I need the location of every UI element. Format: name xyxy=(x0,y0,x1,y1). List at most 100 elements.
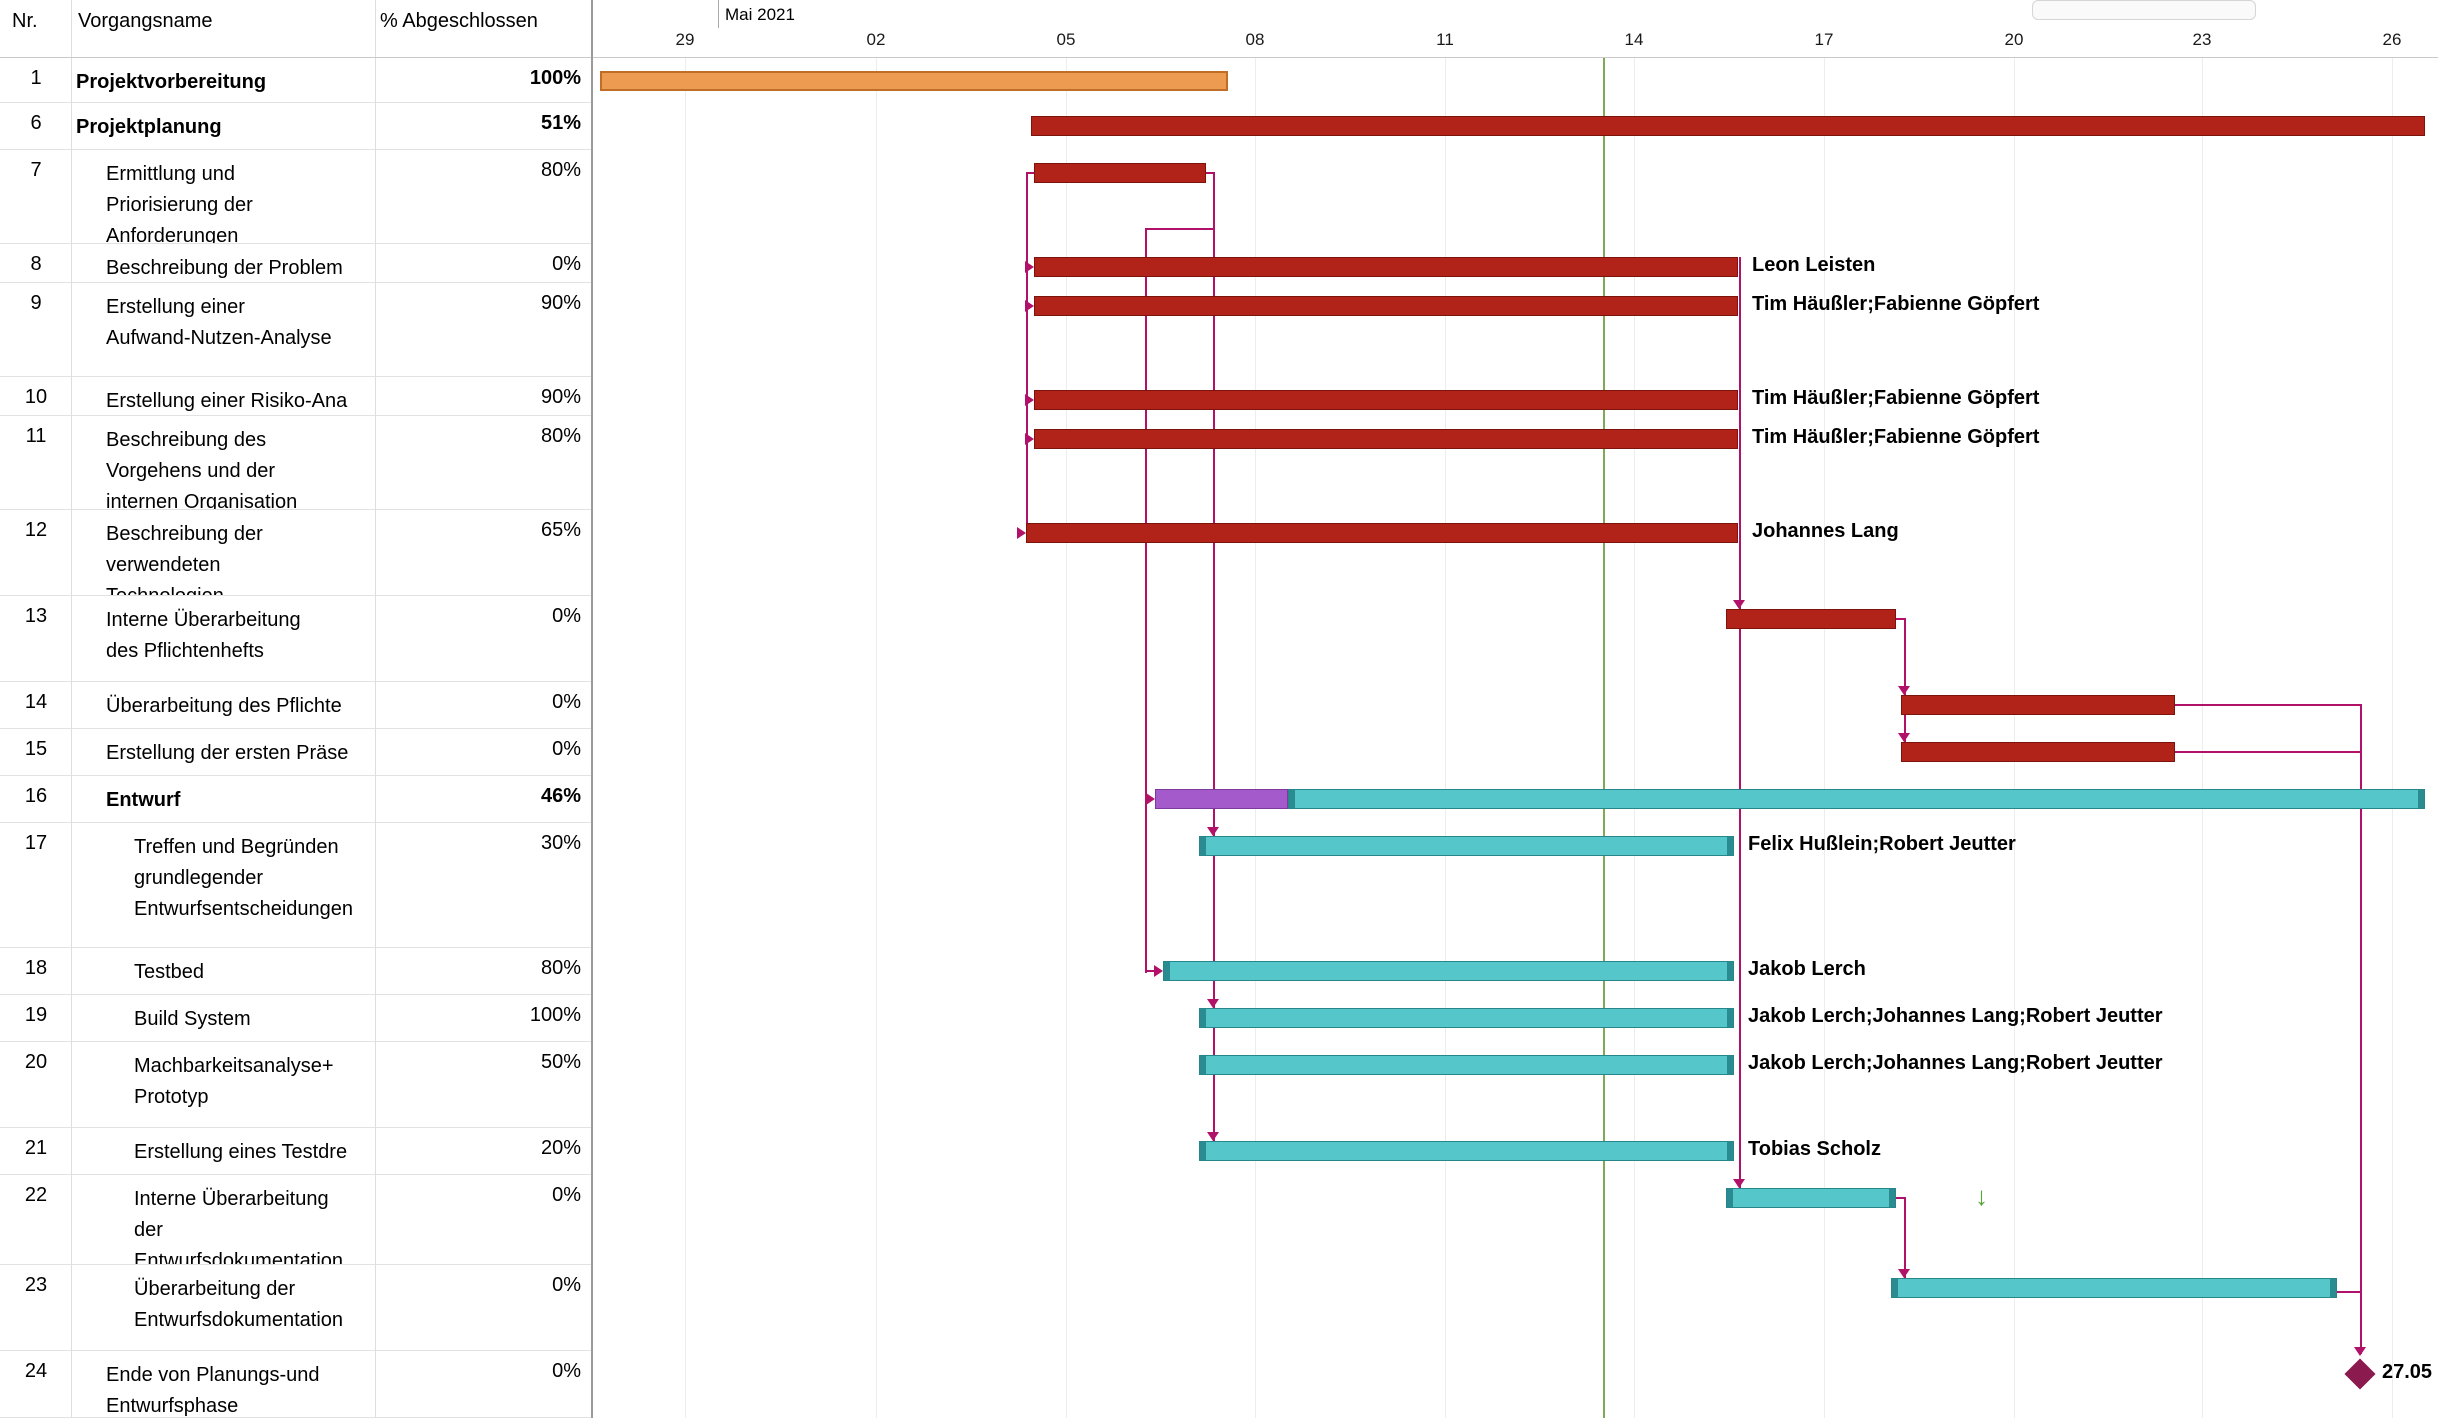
task-pct-cell[interactable]: 100% xyxy=(529,67,581,89)
task-pct-cell[interactable]: 0% xyxy=(552,1184,581,1206)
task-name-cell[interactable]: Überarbeitung der Entwurfsdokumentation xyxy=(134,1278,344,1331)
task-id-cell[interactable]: 6 xyxy=(30,112,42,134)
task-id-cell[interactable]: 21 xyxy=(24,1137,48,1159)
gantt-bar[interactable] xyxy=(1901,695,2175,715)
dependency-arrowhead-icon xyxy=(1025,433,1034,445)
task-id-cell[interactable]: 18 xyxy=(24,957,48,979)
task-id-cell[interactable]: 24 xyxy=(24,1360,48,1382)
task-name-cell[interactable]: Machbarkeitsanalyse+ Prototyp xyxy=(134,1055,334,1108)
task-name-cell[interactable]: Projektplanung xyxy=(76,116,222,138)
gantt-bar[interactable] xyxy=(1155,789,1288,809)
task-pct-cell[interactable]: 65% xyxy=(540,519,581,541)
task-name-cell[interactable]: Erstellung der ersten Präse xyxy=(106,742,349,764)
task-pct-cell[interactable]: 0% xyxy=(552,691,581,713)
task-id-cell[interactable]: 1 xyxy=(30,67,42,89)
table-chart-splitter[interactable] xyxy=(591,0,593,1418)
task-id-cell[interactable]: 20 xyxy=(24,1051,48,1073)
task-name-cell[interactable]: Ende von Planungs-und Entwurfsphase xyxy=(106,1364,320,1417)
dependency-arrowhead-icon xyxy=(1898,1269,1910,1278)
task-id-cell[interactable]: 12 xyxy=(24,519,48,541)
task-name-cell[interactable]: Testbed xyxy=(134,961,205,983)
task-name-cell[interactable]: Beschreibung des Vorgehens und der inter… xyxy=(106,429,298,509)
task-id-cell[interactable]: 16 xyxy=(24,785,48,807)
dependency-link-line xyxy=(1904,618,1906,744)
task-name-cell[interactable]: Interne Überarbeitung des Pflichtenhefts xyxy=(106,609,301,662)
horizontal-scrollbar[interactable] xyxy=(2032,0,2256,20)
dependency-arrowhead-icon xyxy=(2354,1347,2366,1356)
task-pct-cell[interactable]: 0% xyxy=(552,253,581,275)
task-id-cell[interactable]: 8 xyxy=(30,253,42,275)
gantt-bar[interactable] xyxy=(600,71,1228,91)
dependency-link-line xyxy=(1739,257,1741,1190)
task-name-cell[interactable]: Build System xyxy=(134,1008,251,1030)
gantt-bar[interactable] xyxy=(1031,116,2425,136)
task-pct-cell[interactable]: 20% xyxy=(540,1137,581,1159)
gantt-bar[interactable] xyxy=(1199,1008,1734,1028)
gantt-bar[interactable] xyxy=(1199,1055,1734,1075)
task-id-cell[interactable]: 13 xyxy=(24,605,48,627)
task-pct-cell[interactable]: 0% xyxy=(552,1274,581,1296)
gantt-bar[interactable] xyxy=(1199,836,1734,856)
dependency-link-line xyxy=(1896,1197,1906,1199)
gantt-bar[interactable] xyxy=(1726,1188,1896,1208)
task-pct-cell[interactable]: 0% xyxy=(552,738,581,760)
task-id-cell[interactable]: 15 xyxy=(24,738,48,760)
gantt-bar[interactable] xyxy=(1034,163,1206,183)
task-pct-cell[interactable]: 46% xyxy=(540,785,581,807)
task-pct-cell[interactable]: 80% xyxy=(540,159,581,181)
task-name-cell[interactable]: Erstellung eines Testdre xyxy=(134,1141,348,1163)
task-pct-cell[interactable]: 30% xyxy=(540,832,581,854)
gantt-bar[interactable] xyxy=(1034,257,1738,277)
task-id-cell[interactable]: 23 xyxy=(24,1274,48,1296)
task-name-cell[interactable]: Projektvorbereitung xyxy=(76,71,267,93)
task-pct-cell[interactable]: 90% xyxy=(540,386,581,408)
task-name-cell[interactable]: Beschreibung der Problem xyxy=(106,257,343,279)
task-pct-cell[interactable]: 90% xyxy=(540,292,581,314)
task-id-cell[interactable]: 14 xyxy=(24,691,48,713)
task-name-cell[interactable]: Beschreibung der verwendeten Technologie… xyxy=(106,523,263,595)
gantt-bar[interactable] xyxy=(1034,390,1738,410)
timeline-tick-label: 14 xyxy=(1624,30,1644,49)
task-pct-cell[interactable]: 80% xyxy=(540,957,581,979)
task-id-cell[interactable]: 22 xyxy=(24,1184,48,1206)
gantt-bar[interactable] xyxy=(1288,789,2425,809)
gantt-bar[interactable] xyxy=(1163,961,1734,981)
task-id-cell[interactable]: 10 xyxy=(24,386,48,408)
task-pct-cell[interactable]: 0% xyxy=(552,605,581,627)
task-pct-cell[interactable]: 51% xyxy=(540,112,581,134)
resource-label: Tim Häußler;Fabienne Göpfert xyxy=(1752,387,2040,409)
gantt-bar[interactable] xyxy=(1026,523,1738,543)
gantt-chart: Mai 2021 29 02 05 08 11 14 17 20 23 26 Leon Leist… xyxy=(592,0,2438,1418)
task-id-cell[interactable]: 19 xyxy=(24,1004,48,1026)
task-pct-cell[interactable]: 50% xyxy=(540,1051,581,1073)
task-name-cell[interactable]: Interne Überarbeitung der Entwurfsdokume… xyxy=(134,1188,344,1264)
gantt-bar[interactable] xyxy=(1891,1278,2337,1298)
milestone-diamond[interactable] xyxy=(2344,1358,2376,1390)
resource-label: Tim Häußler;Fabienne Göpfert xyxy=(1752,426,2040,448)
timeline-gridline xyxy=(1066,58,1067,1418)
task-name-cell[interactable]: Erstellung einer Risiko-Ana xyxy=(106,390,348,412)
task-id-cell[interactable]: 7 xyxy=(30,159,42,181)
gantt-bar[interactable] xyxy=(1901,742,2175,762)
task-id-cell[interactable]: 11 xyxy=(25,425,47,447)
task-id-cell[interactable]: 17 xyxy=(24,832,48,854)
table-row: 13 Interne Überarbeitung des Pflichtenhef… xyxy=(0,596,592,682)
today-line-indicator xyxy=(1603,58,1605,1418)
milestone-date-label: 27.05 xyxy=(2382,1361,2433,1383)
resource-label: Jakob Lerch;Johannes Lang;Robert Jeutter xyxy=(1748,1005,2163,1027)
task-name-cell[interactable]: Erstellung einer Aufwand-Nutzen-Analyse xyxy=(106,296,332,349)
table-row: 12 Beschreibung der verwendeten Technolog… xyxy=(0,510,592,596)
gantt-bar[interactable] xyxy=(1034,429,1738,449)
task-name-cell[interactable]: Überarbeitung des Pflichte xyxy=(106,695,342,717)
gantt-bar[interactable] xyxy=(1726,609,1896,629)
task-pct-cell[interactable]: 0% xyxy=(552,1360,581,1382)
task-pct-cell[interactable]: 100% xyxy=(529,1004,581,1026)
task-name-cell[interactable]: Entwurf xyxy=(106,789,181,811)
task-id-cell[interactable]: 9 xyxy=(30,292,42,314)
task-name-cell[interactable]: Ermittlung und Priorisierung der Anforde… xyxy=(106,163,253,243)
task-pct-cell[interactable]: 80% xyxy=(540,425,581,447)
gantt-bar[interactable] xyxy=(1199,1141,1734,1161)
gantt-bar[interactable] xyxy=(1034,296,1738,316)
task-name-cell[interactable]: Treffen und Begründen grundlegender Entw… xyxy=(134,836,354,920)
resource-label: Felix Hußlein;Robert Jeutter xyxy=(1748,833,2016,855)
